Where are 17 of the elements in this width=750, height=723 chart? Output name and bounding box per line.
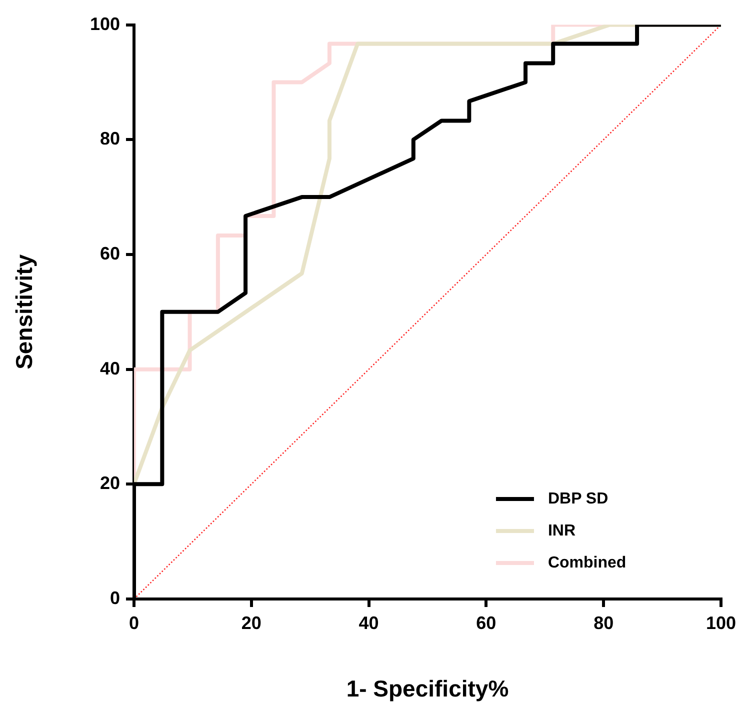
y-axis-title: Sensitivity	[11, 254, 38, 370]
y-tick-label: 100	[90, 14, 120, 34]
y-tick-label: 40	[100, 358, 120, 378]
x-tick-label: 20	[241, 612, 262, 633]
x-axis-title: 1- Specificity%	[346, 676, 509, 702]
legend-label: Combined	[548, 554, 626, 572]
legend-label: DBP SD	[548, 490, 608, 508]
y-tick-label: 60	[100, 243, 120, 264]
y-tick-label: 20	[100, 473, 120, 494]
x-tick-label: 40	[358, 612, 379, 633]
legend-label: INR	[548, 522, 576, 540]
x-tick-label: 80	[594, 612, 614, 633]
y-tick-label: 80	[100, 128, 120, 149]
x-tick-label: 60	[476, 612, 496, 633]
x-tick-label: 100	[706, 612, 736, 633]
y-tick-label: 0	[110, 588, 120, 608]
x-tick-label: 0	[128, 612, 140, 633]
